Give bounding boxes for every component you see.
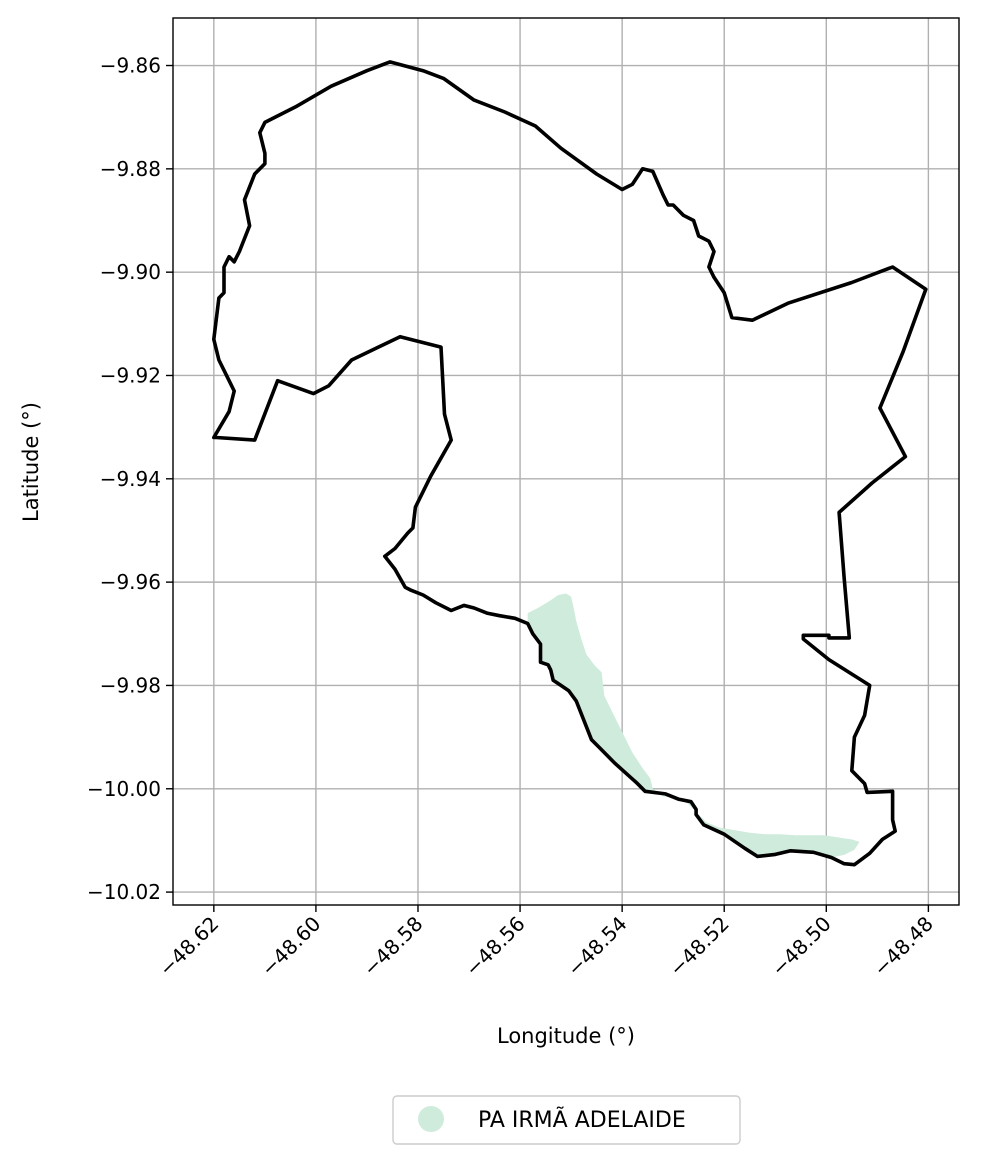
y-tick-label: −9.94 [100,467,161,491]
x-tick-label: −48.52 [664,912,733,981]
y-axis-ticks: −9.86 −9.88 −9.90 −9.92 −9.94 −9.96 −9.98 −10.0… [87,54,173,904]
y-tick-label: −9.92 [100,363,161,387]
pa-irma-adelaide-area [527,593,860,858]
legend-label: PA IRMÃ ADELAIDE [478,1106,686,1133]
y-tick-label: −9.90 [100,260,161,284]
legend-box [392,1095,741,1145]
plot-frame [172,17,960,906]
y-tick-label: −9.96 [100,570,161,594]
x-tick-label: −48.54 [562,912,631,981]
legend-marker-circle [418,1106,444,1132]
y-axis-title: Latitude (°) [19,402,43,522]
y-tick-label: −10.02 [87,880,161,904]
x-tick-label: −48.62 [154,912,223,981]
x-tick-label: −48.48 [869,912,938,981]
y-tick-label: −9.88 [100,157,161,181]
plot-background [173,18,959,905]
y-tick-label: −9.86 [100,54,161,78]
y-tick-label: −10.00 [87,777,161,801]
x-tick-label: −48.56 [460,912,529,981]
x-tick-label: −48.58 [358,912,427,981]
x-axis-title: Longitude (°) [497,1024,635,1048]
y-tick-label: −9.98 [100,673,161,697]
x-axis-ticks: −48.62 −48.60 −48.58 −48.56 −48.54 −48.52 −48.… [154,905,938,981]
municipality-boundary [212,60,928,867]
x-tick-label: −48.60 [256,912,325,981]
x-tick-label: −48.50 [767,912,836,981]
legend: PA IRMÃ ADELAIDE [392,1095,741,1145]
